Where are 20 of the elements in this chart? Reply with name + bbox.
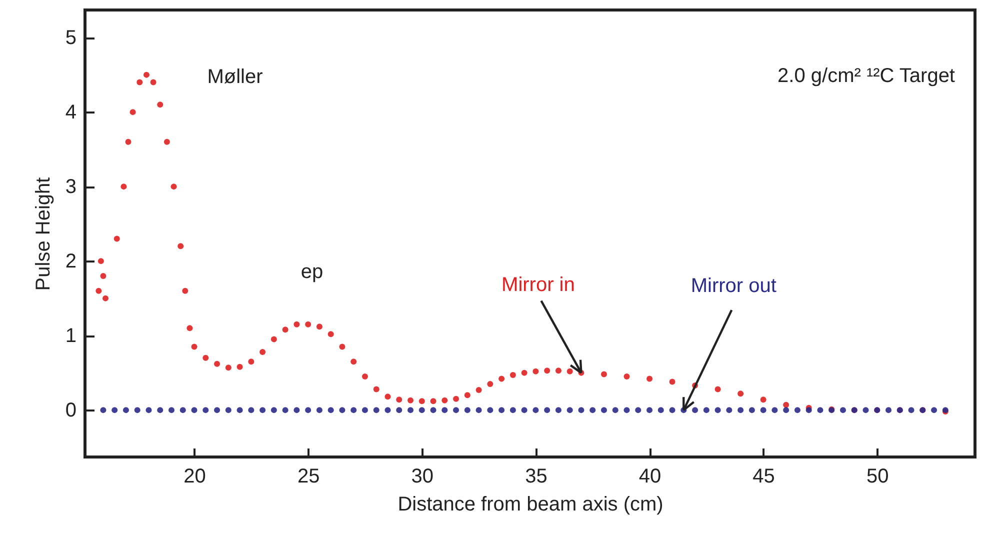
annotation: ep [300, 261, 324, 283]
x-tick-label: 25 [297, 466, 320, 488]
x-tick-label: 45 [752, 466, 775, 488]
x-tick-label: 20 [184, 466, 206, 488]
annotation: Møller [207, 66, 264, 88]
x-tick-label: 30 [411, 466, 434, 488]
x-tick-label: 40 [638, 466, 662, 488]
y-tick-label: 2 [65, 250, 76, 273]
y-tick-label: 3 [65, 176, 76, 198]
text: Mirror in [502, 274, 575, 296]
y-axis-title: Pulse Height [32, 176, 54, 291]
x-tick-label: 35 [525, 466, 548, 488]
x-axis-title: Distance from beam axis (cm) [398, 494, 664, 516]
y-tick-label: 1 [65, 325, 76, 348]
y-tick-label: 5 [65, 27, 76, 50]
y-tick-label: 0 [65, 400, 76, 422]
x-tick-label: 50 [866, 466, 889, 488]
text: Mirror out [690, 275, 777, 298]
y-tick-label: 4 [65, 102, 76, 124]
annotation: 2.0 g/cm² ¹²C Target [778, 65, 956, 87]
